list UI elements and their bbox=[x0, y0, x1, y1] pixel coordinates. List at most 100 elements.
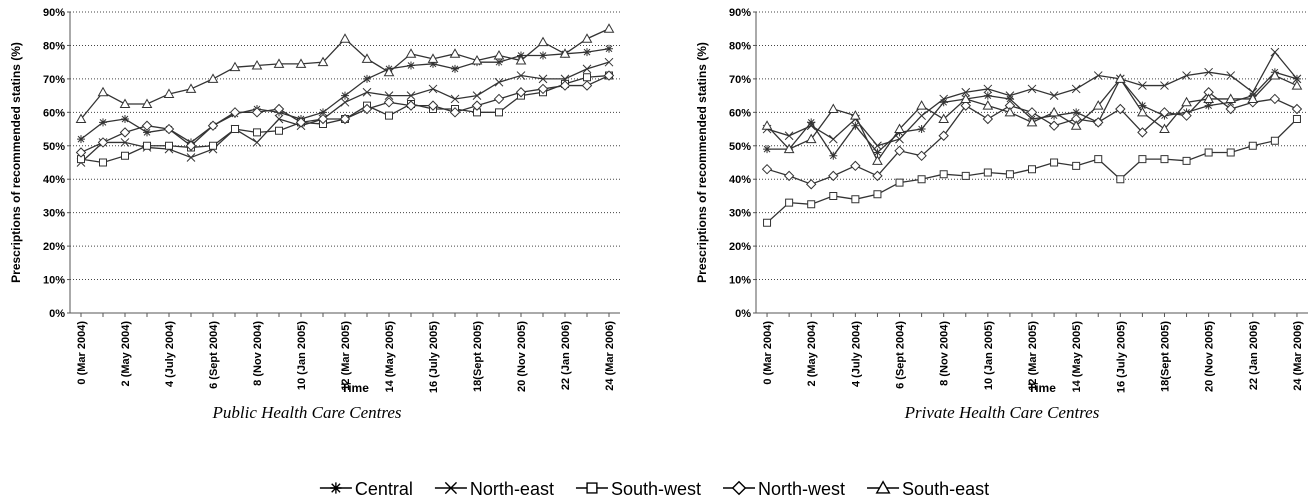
marker bbox=[275, 126, 283, 135]
marker bbox=[938, 130, 949, 141]
marker bbox=[939, 170, 948, 179]
marker bbox=[493, 93, 505, 105]
marker bbox=[894, 145, 905, 157]
marker bbox=[828, 134, 838, 144]
marker bbox=[872, 155, 883, 165]
x-tick-label: 20 (Nov 2005) bbox=[516, 321, 528, 392]
marker bbox=[761, 120, 773, 130]
x-tick-label: 18(Sept 2005) bbox=[1159, 321, 1171, 392]
marker bbox=[961, 171, 970, 180]
marker bbox=[385, 111, 393, 120]
legend-marker bbox=[330, 482, 342, 494]
marker bbox=[761, 163, 773, 175]
marker bbox=[1092, 100, 1104, 110]
marker bbox=[119, 98, 131, 108]
marker bbox=[1115, 103, 1126, 115]
marker bbox=[1070, 120, 1082, 130]
marker bbox=[828, 170, 839, 182]
marker bbox=[1138, 155, 1147, 164]
marker bbox=[361, 103, 373, 115]
marker bbox=[119, 127, 131, 138]
x-tick-label: 14 (May 2005) bbox=[384, 321, 396, 393]
marker bbox=[783, 170, 795, 182]
marker bbox=[97, 86, 109, 97]
marker bbox=[361, 53, 373, 63]
x-tick-label: 12 (Mar 2005) bbox=[340, 321, 352, 391]
marker bbox=[295, 117, 307, 128]
marker bbox=[207, 120, 219, 131]
y-tick-label: 60% bbox=[729, 107, 751, 119]
marker bbox=[495, 108, 503, 117]
x-tick-label: 6 (Sept 2004) bbox=[208, 321, 220, 389]
y-tick-label: 50% bbox=[43, 141, 65, 153]
marker bbox=[1160, 155, 1169, 164]
marker bbox=[763, 218, 772, 227]
y-tick-label: 0% bbox=[735, 308, 751, 320]
marker bbox=[873, 141, 882, 151]
marker bbox=[917, 175, 926, 184]
x-tick-label: 24 (Mar 2006) bbox=[1292, 321, 1304, 391]
marker bbox=[231, 125, 239, 134]
marker bbox=[938, 113, 950, 124]
marker bbox=[472, 91, 482, 100]
marker bbox=[1005, 170, 1014, 179]
marker bbox=[1159, 107, 1170, 118]
marker bbox=[1270, 47, 1280, 57]
marker bbox=[873, 190, 882, 199]
marker bbox=[895, 134, 904, 144]
marker bbox=[1204, 67, 1213, 77]
marker bbox=[1204, 101, 1213, 110]
legend-marker bbox=[586, 482, 598, 494]
marker bbox=[603, 70, 615, 81]
y-tick-label: 40% bbox=[43, 174, 65, 186]
marker bbox=[983, 168, 992, 177]
marker bbox=[784, 131, 794, 141]
x-tick-label: 10 (Jan 2005) bbox=[296, 321, 308, 390]
legend-label: Central bbox=[355, 479, 413, 499]
x-tick-label: 4 (July 2004) bbox=[850, 321, 862, 387]
marker bbox=[1181, 96, 1192, 107]
marker bbox=[1093, 117, 1104, 128]
x-tick-label: 12 (Mar 2005) bbox=[1027, 321, 1039, 391]
y-tick-label: 90% bbox=[43, 7, 65, 19]
y-tick-label: 70% bbox=[43, 74, 65, 86]
marker bbox=[581, 33, 593, 43]
marker bbox=[537, 36, 549, 47]
marker bbox=[274, 114, 284, 124]
marker bbox=[99, 158, 107, 167]
y-tick-label: 10% bbox=[729, 275, 751, 287]
marker bbox=[851, 121, 860, 130]
y-axis-label: Prescriptions of recommended statins (%) bbox=[9, 42, 23, 283]
marker bbox=[559, 80, 571, 91]
x-tick-label: 16 (July 2005) bbox=[428, 321, 440, 393]
marker bbox=[429, 59, 437, 68]
marker bbox=[1269, 93, 1281, 105]
marker bbox=[141, 98, 153, 108]
y-tick-label: 90% bbox=[729, 7, 751, 19]
marker bbox=[1181, 110, 1192, 121]
y-tick-label: 0% bbox=[49, 308, 65, 320]
marker bbox=[121, 115, 129, 124]
marker bbox=[1027, 84, 1037, 94]
marker bbox=[253, 128, 261, 137]
x-tick-label: 2 (May 2004) bbox=[120, 321, 132, 387]
x-tick-label: 24 (Mar 2006) bbox=[604, 321, 616, 391]
marker bbox=[143, 141, 151, 150]
x-tick-label: 14 (May 2005) bbox=[1071, 321, 1083, 393]
marker bbox=[515, 54, 527, 65]
marker bbox=[141, 120, 153, 131]
marker bbox=[185, 140, 197, 151]
marker bbox=[1159, 123, 1170, 134]
marker bbox=[581, 80, 593, 91]
marker bbox=[583, 48, 591, 57]
marker bbox=[894, 123, 905, 134]
marker bbox=[982, 113, 994, 125]
marker bbox=[939, 94, 949, 104]
marker bbox=[917, 111, 926, 121]
marker bbox=[405, 48, 417, 58]
marker bbox=[1137, 106, 1148, 117]
marker bbox=[1094, 155, 1103, 164]
marker bbox=[1225, 103, 1236, 115]
marker bbox=[916, 100, 927, 110]
marker bbox=[605, 44, 613, 53]
